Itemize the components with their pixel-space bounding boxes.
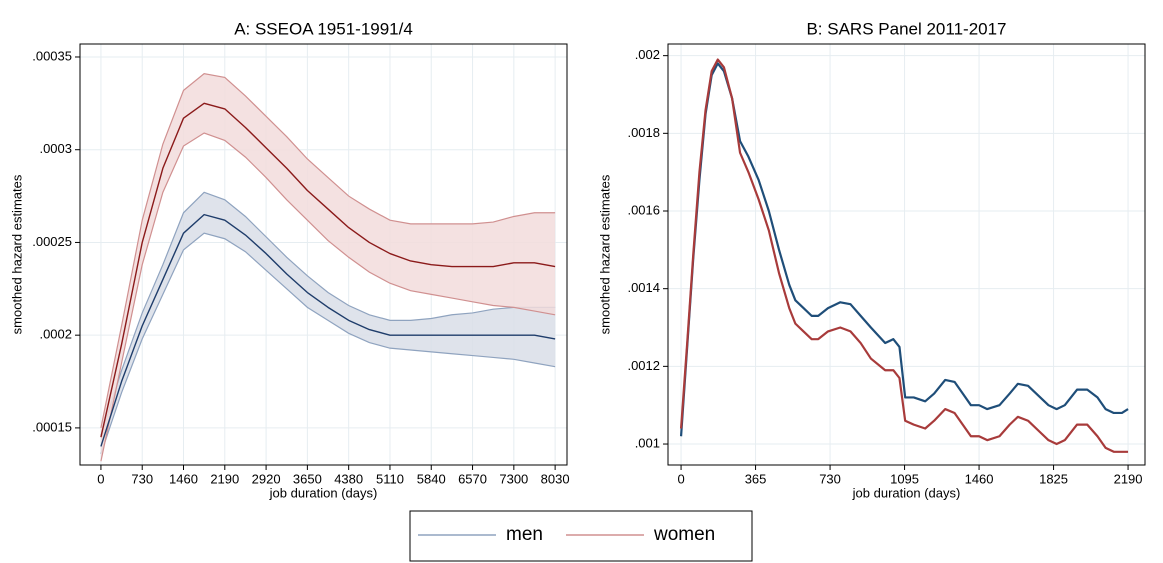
ci-upper-line [100,191,556,436]
y-axis-label: smoothed hazard estimates [9,174,24,334]
x-tick-label: 6570 [458,471,487,486]
y-tick-label: .00035 [32,48,72,63]
x-tick-label: 3650 [293,471,322,486]
legend-box [409,510,753,562]
y-tick-label: .0016 [627,202,660,217]
x-tick-label: 1825 [1039,471,1068,486]
legend-label: men [506,524,543,545]
x-tick-label: 2190 [210,471,239,486]
x-tick-label: 4380 [334,471,363,486]
x-tick-label: 1460 [169,471,198,486]
plot-area [668,44,1145,465]
plot-frame [667,43,1146,466]
y-tick-label: .0002 [39,327,72,342]
y-tick-label: .0018 [627,125,660,140]
x-tick-label: 1095 [890,471,919,486]
y-tick-label: .0014 [627,280,660,295]
plot-layer [100,73,556,462]
series-line [679,58,1129,453]
x-tick-label: 2190 [1114,471,1143,486]
x-tick-label: 5110 [376,471,404,486]
series-line [100,102,556,438]
x-tick-label: 730 [819,471,841,486]
x-tick-label: 730 [131,471,153,486]
x-tick-label: 7300 [499,471,528,486]
x-tick-label: 8030 [541,471,570,486]
ci-lower-line [100,132,556,462]
x-tick-label: 2920 [252,471,281,486]
confidence-band [100,192,556,454]
y-tick-label: .00025 [32,234,72,249]
chart-title: A: SSEOA 1951-1991/4 [234,19,413,38]
y-axis-label: smoothed hazard estimates [597,174,612,334]
chart-title: B: SARS Panel 2011-2017 [806,19,1006,38]
x-tick-label: 0 [97,471,104,486]
x-tick-label: 1460 [965,471,994,486]
series-line [100,213,556,447]
plot-frame [79,43,568,466]
x-tick-label: 5840 [417,471,446,486]
x-axis-label: job duration (days) [852,485,961,500]
x-tick-label: 0 [677,471,684,486]
x-tick-label: 365 [745,471,767,486]
y-tick-label: .0012 [627,358,660,373]
y-tick-label: .001 [635,435,660,450]
ci-lower-line [100,232,556,455]
ci-upper-line [100,73,556,429]
y-tick-label: .00015 [32,419,72,434]
plot-layer [679,58,1129,453]
y-tick-label: .0003 [39,141,72,156]
y-tick-label: .002 [635,47,660,62]
legend-label: women [653,524,715,545]
x-axis-label: job duration (days) [269,485,378,500]
confidence-band [100,73,556,462]
